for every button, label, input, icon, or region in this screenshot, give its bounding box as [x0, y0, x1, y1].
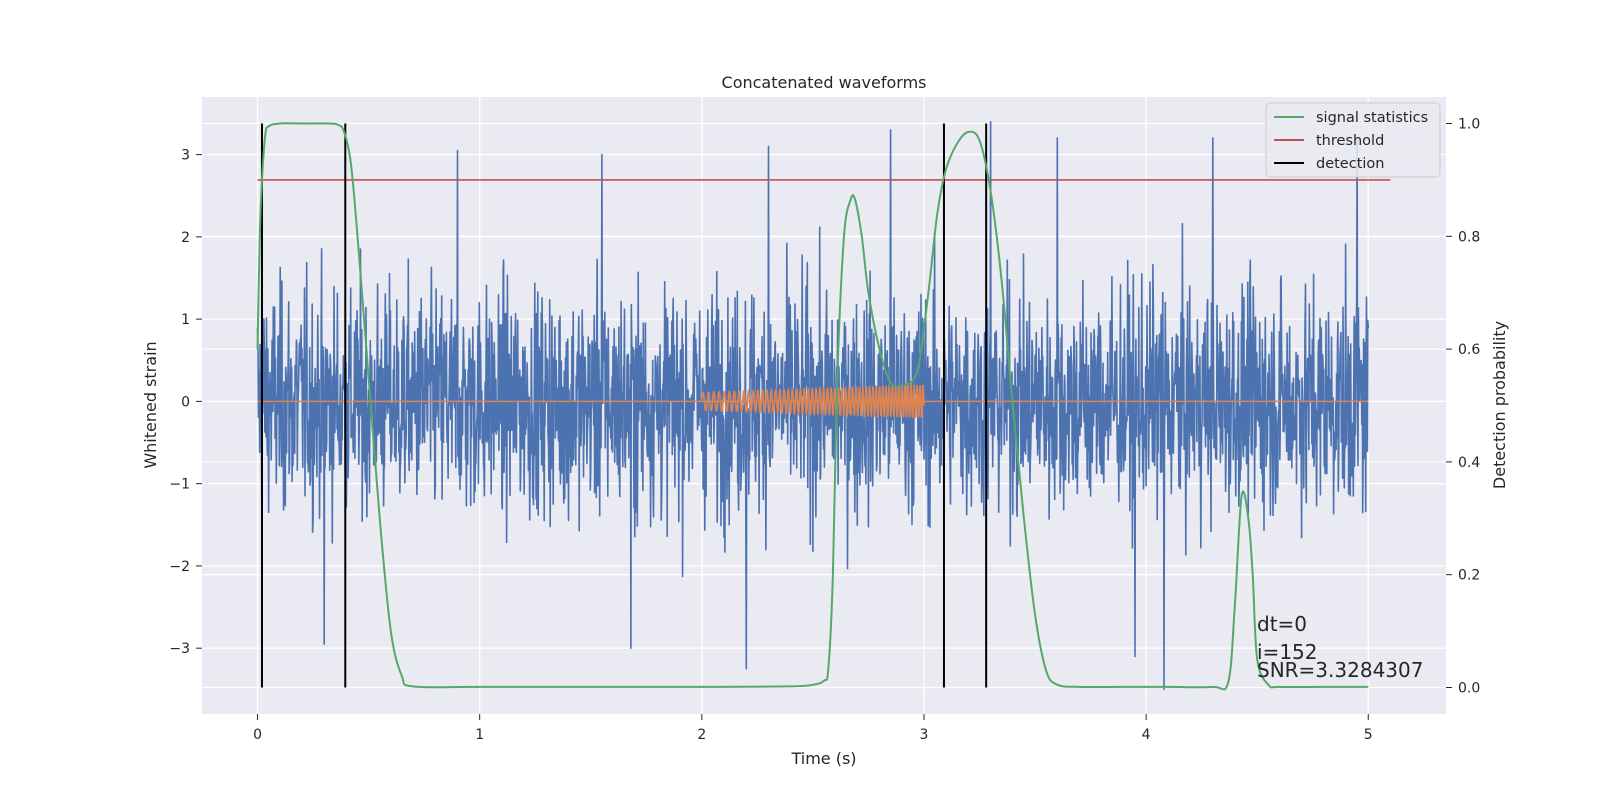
legend-label: threshold — [1316, 133, 1384, 149]
y2-tick-label: 0.4 — [1458, 455, 1480, 471]
y2-axis-label: Detection probability — [1490, 321, 1509, 489]
y2-axis-ticks: 0.0 0.2 0.4 0.6 0.8 1.0 — [1446, 117, 1480, 696]
y-tick-label: 0 — [181, 394, 190, 410]
y-tick-label: 1 — [181, 312, 190, 328]
legend-box — [1265, 102, 1441, 178]
x-tick-label: 3 — [920, 727, 929, 743]
noise-series-line — [256, 120, 1370, 691]
chart-title: Concatenated waveforms — [722, 73, 927, 92]
x-axis-ticks: 0 1 2 3 4 5 — [253, 714, 1373, 743]
y2-tick-label: 0.8 — [1458, 229, 1480, 245]
annotation-text: i=152 — [1257, 640, 1318, 664]
annotation-text: dt=0 — [1257, 612, 1307, 636]
y2-tick-label: 1.0 — [1458, 117, 1480, 133]
legend-label: signal statistics — [1316, 110, 1428, 126]
y2-tick-label: 0.6 — [1458, 342, 1480, 358]
y-axis-ticks: −3 −2 −1 0 1 2 3 — [169, 148, 202, 657]
y-tick-label: −1 — [169, 477, 190, 493]
signal-statistics-line — [256, 122, 1369, 691]
annotation-text: SNR=3.3284307 — [1257, 658, 1423, 682]
x-tick-label: 0 — [253, 727, 262, 743]
y-axis-label: Whitened strain — [141, 341, 160, 468]
y-tick-label: −2 — [169, 559, 190, 575]
x-axis-label: Time (s) — [790, 749, 856, 768]
y2-tick-label: 0.2 — [1458, 568, 1480, 584]
x-tick-label: 2 — [697, 727, 706, 743]
x-tick-label: 5 — [1364, 727, 1373, 743]
y2-tick-label: 0.0 — [1458, 680, 1480, 696]
chirp-series-line — [701, 382, 925, 419]
y-tick-label: −3 — [169, 641, 190, 657]
legend: signal statistics threshold detection — [1265, 102, 1441, 178]
y-tick-label: 2 — [181, 230, 190, 246]
legend-label: detection — [1316, 156, 1384, 172]
y-tick-label: 3 — [181, 148, 190, 164]
x-tick-label: 1 — [475, 727, 484, 743]
x-tick-label: 4 — [1142, 727, 1151, 743]
data-layer — [256, 120, 1391, 691]
